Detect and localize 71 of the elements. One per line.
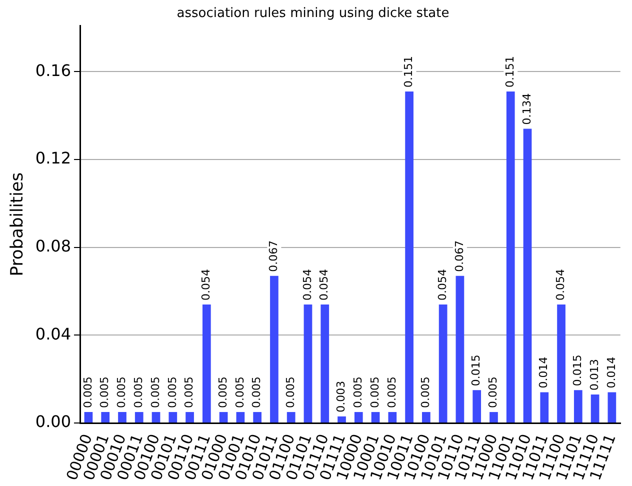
- y-tick-label: 0.04: [35, 324, 72, 344]
- data-label: 0.005: [486, 376, 500, 408]
- bar: [438, 304, 448, 423]
- bar: [168, 412, 178, 423]
- bar: [506, 91, 515, 423]
- data-label: 0.005: [368, 376, 382, 408]
- bar: [371, 412, 380, 423]
- data-label: 0.005: [385, 376, 398, 408]
- y-axis-title: Probabilities: [8, 172, 28, 276]
- data-label: 0.013: [588, 358, 601, 390]
- data-label: 0.151: [402, 56, 416, 88]
- bar: [540, 392, 549, 423]
- data-label: 0.067: [267, 240, 280, 272]
- data-label: 0.003: [334, 380, 348, 412]
- bar: [134, 412, 144, 423]
- y-tick-label: 0.16: [35, 60, 72, 80]
- y-tick-label: 0.12: [35, 148, 72, 168]
- data-label: 0.005: [81, 376, 94, 408]
- data-label: 0.005: [233, 376, 246, 408]
- bar: [523, 128, 532, 423]
- data-label: 0.014: [604, 356, 618, 388]
- data-label: 0.005: [148, 376, 162, 408]
- data-label: 0.067: [452, 240, 466, 272]
- bar: [456, 276, 464, 423]
- bar: [574, 390, 582, 423]
- bar: [557, 304, 566, 423]
- bar: [286, 412, 296, 423]
- bar: [270, 276, 278, 423]
- data-label: 0.134: [520, 93, 534, 125]
- data-label: 0.005: [115, 376, 128, 408]
- data-label: 0.005: [182, 376, 196, 408]
- bar: [490, 412, 498, 423]
- data-label: 0.015: [571, 354, 584, 386]
- data-label: 0.005: [352, 376, 364, 408]
- bar: [388, 412, 397, 423]
- bar: [84, 412, 93, 423]
- bar: [186, 412, 194, 423]
- data-label: 0.014: [537, 356, 550, 388]
- bar: [118, 412, 126, 423]
- data-label: 0.005: [132, 376, 145, 408]
- data-label: 0.054: [300, 268, 314, 300]
- data-label: 0.054: [318, 268, 331, 300]
- data-label: 0.005: [250, 376, 264, 408]
- y-tick-label: 0.08: [35, 236, 72, 256]
- data-label: 0.005: [98, 376, 112, 408]
- data-label: 0.151: [503, 56, 516, 88]
- bar: [338, 416, 346, 423]
- bar: [236, 412, 245, 423]
- data-label: 0.005: [166, 376, 179, 408]
- bar: [405, 91, 414, 423]
- data-label: 0.054: [200, 268, 213, 300]
- data-label: 0.054: [554, 268, 568, 300]
- chart-title: association rules mining using dicke state: [176, 6, 450, 22]
- bar: [472, 390, 482, 423]
- bar: [101, 412, 110, 423]
- y-tick-label: 0.00: [35, 412, 72, 432]
- bar: [253, 412, 262, 423]
- bar: [608, 392, 616, 423]
- data-label: 0.005: [284, 376, 297, 408]
- data-label: 0.005: [216, 376, 230, 408]
- bar: [320, 304, 330, 423]
- data-label: 0.005: [419, 376, 432, 408]
- bar: [422, 412, 430, 423]
- bar: [202, 304, 211, 423]
- bar: [152, 412, 160, 423]
- data-label: 0.054: [436, 268, 449, 300]
- bar: [590, 394, 600, 423]
- data-label: 0.015: [470, 354, 483, 386]
- bar: [304, 304, 312, 423]
- bar: [354, 412, 363, 423]
- bar: [219, 412, 228, 423]
